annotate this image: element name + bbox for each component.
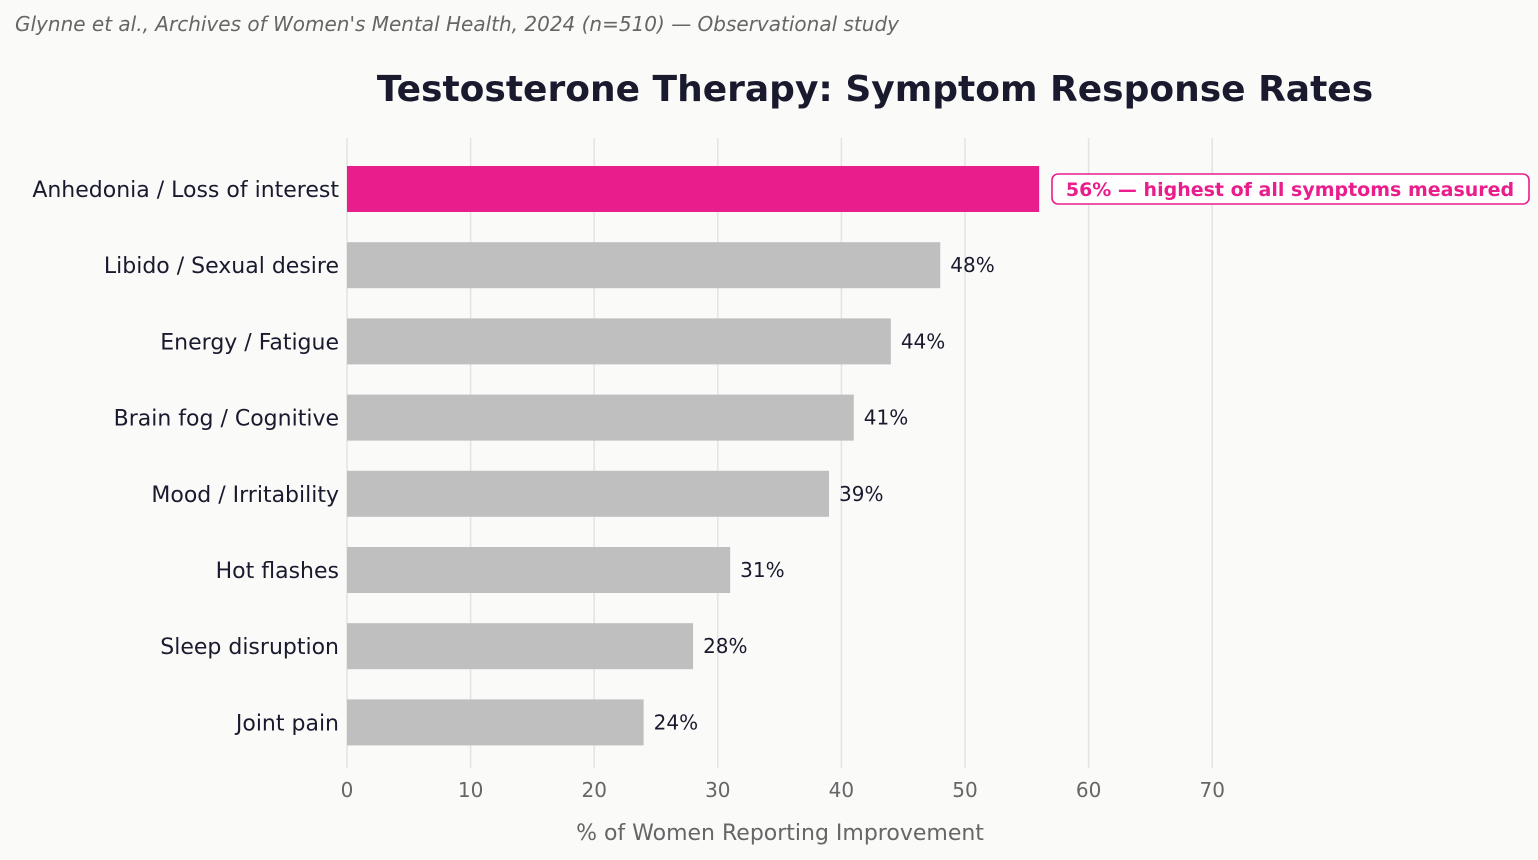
bar <box>347 470 830 517</box>
x-tick-label: 50 <box>952 778 977 802</box>
chart-title: Testosterone Therapy: Symptom Response R… <box>377 69 1373 110</box>
x-tick-label: 20 <box>581 778 606 802</box>
grid-lines <box>346 138 1213 768</box>
bar <box>347 699 644 746</box>
value-label: 31% <box>740 558 784 582</box>
category-label: Hot flashes <box>216 559 339 584</box>
x-tick-labels: 0 10 20 30 40 50 60 70 <box>341 778 1225 802</box>
bar <box>347 166 1040 212</box>
category-label: Sleep disruption <box>160 635 339 660</box>
bars <box>347 166 1040 746</box>
category-label: Brain fog / Cognitive <box>114 407 339 432</box>
x-tick-label: 40 <box>829 778 854 802</box>
bar <box>347 242 941 289</box>
category-label: Energy / Fatigue <box>160 330 339 355</box>
bar <box>347 547 731 593</box>
value-label: 44% <box>901 329 945 353</box>
value-label: 39% <box>839 482 883 506</box>
x-tick-label: 10 <box>458 778 483 802</box>
callout-box <box>1051 173 1530 205</box>
value-label: 28% <box>703 634 747 658</box>
category-label: Joint pain <box>234 711 339 736</box>
value-label: 48% <box>950 253 994 277</box>
x-tick-label: 30 <box>705 778 730 802</box>
bar <box>347 318 891 365</box>
category-label: Libido / Sexual desire <box>104 254 339 279</box>
x-axis-label: % of Women Reporting Improvement <box>576 821 984 846</box>
highlight-callout: 56% — highest of all symptoms measured <box>1051 173 1530 205</box>
x-tick-label: 60 <box>1076 778 1101 802</box>
bar <box>347 394 854 441</box>
value-labels: 48% 44% 41% 39% 31% 28% 24% <box>654 253 995 734</box>
value-label: 24% <box>654 710 698 734</box>
callout-text: 56% — highest of all symptoms measured <box>1066 179 1514 201</box>
category-label: Anhedonia / Loss of interest <box>32 178 339 203</box>
source-note: Glynne et al., Archives of Women's Menta… <box>15 12 899 36</box>
x-tick-label: 70 <box>1199 778 1224 802</box>
bar <box>347 623 694 670</box>
category-labels: Anhedonia / Loss of interest Libido / Sex… <box>32 178 339 736</box>
value-label: 41% <box>864 406 908 430</box>
category-label: Mood / Irritability <box>151 483 339 508</box>
x-tick-label: 0 <box>341 778 354 802</box>
